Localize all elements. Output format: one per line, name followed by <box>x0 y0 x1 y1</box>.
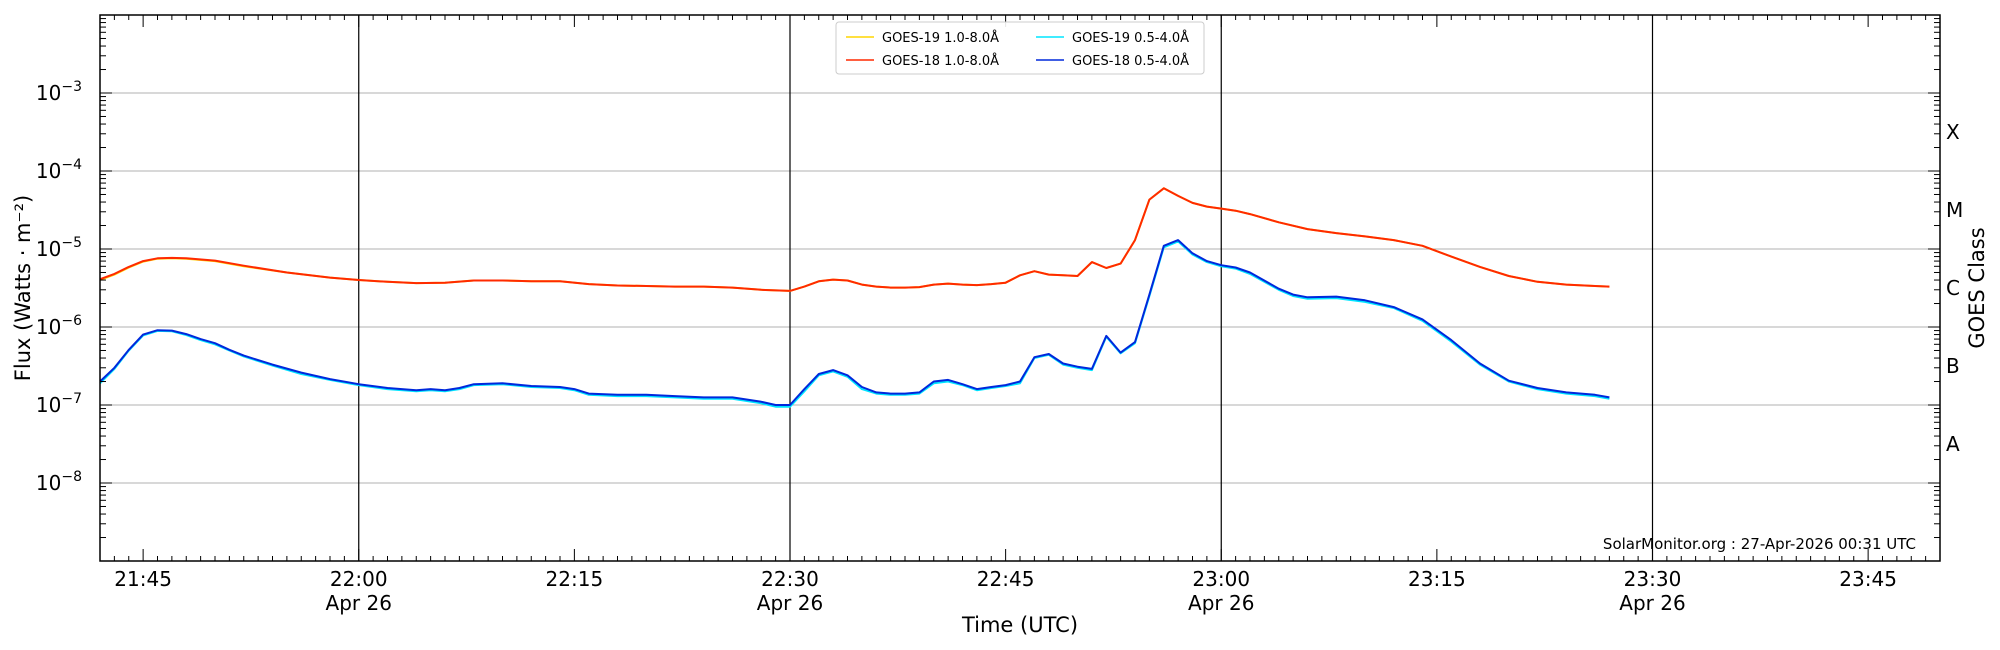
x-tick-label: 23:45 <box>1839 567 1897 591</box>
legend-box <box>835 21 1205 75</box>
legend-label: GOES-19 1.0-8.0Å <box>882 30 999 46</box>
y-tick-label: 10−7 <box>36 391 82 417</box>
x-tick-label: 23:15 <box>1408 567 1466 591</box>
x-tick-label: 23:30 <box>1624 567 1682 591</box>
y-axis-title: Flux (Watts · m⁻²) <box>11 195 35 381</box>
plot-frame <box>99 14 1941 562</box>
x-tick-date-label: Apr 26 <box>326 591 392 615</box>
legend-label: GOES-18 1.0-8.0Å <box>882 53 999 69</box>
y-tick-label: 10−8 <box>36 469 82 495</box>
series-line-1 <box>99 187 1610 292</box>
x-tick-date-label: Apr 26 <box>1619 591 1685 615</box>
x-tick-label: 22:15 <box>546 567 604 591</box>
goes-class-M: M <box>1946 198 1963 222</box>
y-tick-label: 10−3 <box>36 79 82 105</box>
goes-class-C: C <box>1946 276 1960 300</box>
credit-text: SolarMonitor.org : 27-Apr-2026 00:31 UTC <box>1603 535 1916 553</box>
y-tick-label: 10−6 <box>36 313 82 339</box>
goes-class-A: A <box>1946 432 1960 456</box>
legend-label: GOES-18 0.5-4.0Å <box>1072 53 1189 69</box>
goes-class-labels: A B C M X <box>1946 120 1963 456</box>
legend-label: GOES-19 0.5-4.0Å <box>1072 30 1189 46</box>
x-tick-label: 21:45 <box>114 567 172 591</box>
y-tick-label: 10−4 <box>36 157 82 183</box>
x-tick-date-label: Apr 26 <box>1188 591 1254 615</box>
x-tick-date-label: Apr 26 <box>757 591 823 615</box>
goes-class-X: X <box>1946 120 1960 144</box>
x-tick-label: 22:30 <box>761 567 819 591</box>
goes-class-B: B <box>1946 354 1960 378</box>
y-tick-label: 10−5 <box>36 235 82 261</box>
x-axis-title: Time (UTC) <box>961 613 1078 637</box>
grid-lines <box>100 92 1940 484</box>
y-tick-labels: 10−8 10−7 10−6 10−5 10−4 10−3 <box>36 79 82 495</box>
x-tick-label: 22:00 <box>330 567 388 591</box>
day-marker-lines <box>358 15 1654 561</box>
x-tick-label: 22:45 <box>977 567 1035 591</box>
series-line-3 <box>99 239 1610 406</box>
axis-ticks <box>99 15 1941 562</box>
series-lines <box>99 187 1610 408</box>
legend: GOES-19 1.0-8.0Å GOES-19 0.5-4.0Å GOES-18 … <box>835 21 1205 75</box>
y2-axis-title: GOES Class <box>1965 227 1989 348</box>
x-tick-label: 23:00 <box>1192 567 1250 591</box>
